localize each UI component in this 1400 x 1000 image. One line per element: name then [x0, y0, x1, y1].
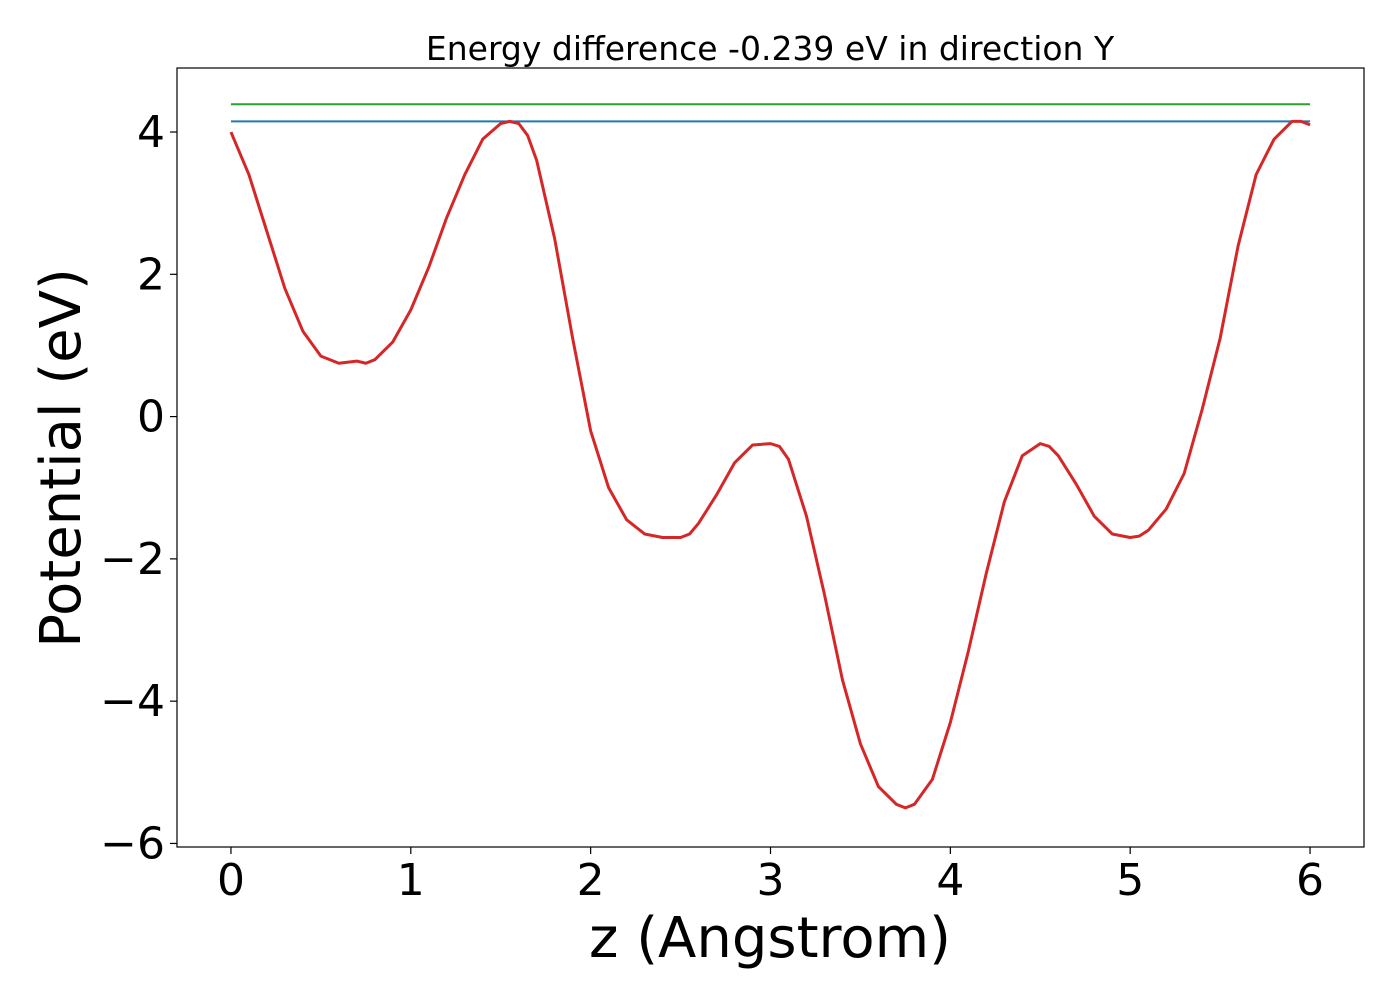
x-tick-label: 4	[936, 855, 964, 906]
x-axis-ticks: 0 1 2 3 4 5 6	[217, 847, 1324, 906]
x-tick-label: 1	[397, 855, 425, 906]
plot-background	[177, 68, 1364, 847]
x-tick-label: 5	[1116, 855, 1144, 906]
y-axis-ticks: 4 2 0 −2 −4 −6	[100, 107, 177, 869]
x-axis-label: z (Angstrom)	[589, 906, 951, 971]
x-tick-label: 6	[1296, 855, 1324, 906]
y-tick-label: −6	[100, 818, 165, 869]
x-tick-label: 2	[577, 855, 605, 906]
y-tick-label: −4	[100, 676, 165, 727]
y-tick-label: −2	[100, 534, 165, 585]
series-layer	[229, 103, 1311, 810]
y-axis-label: Potential (eV)	[29, 268, 94, 648]
y-tick-label: 0	[137, 392, 165, 443]
x-tick-label: 3	[757, 855, 785, 906]
chart-title: Energy difference -0.239 eV in direction…	[426, 29, 1115, 68]
series-line-1	[229, 119, 1311, 810]
y-tick-label: 2	[137, 249, 165, 300]
y-tick-label: 4	[137, 107, 165, 158]
x-tick-label: 0	[217, 855, 245, 906]
